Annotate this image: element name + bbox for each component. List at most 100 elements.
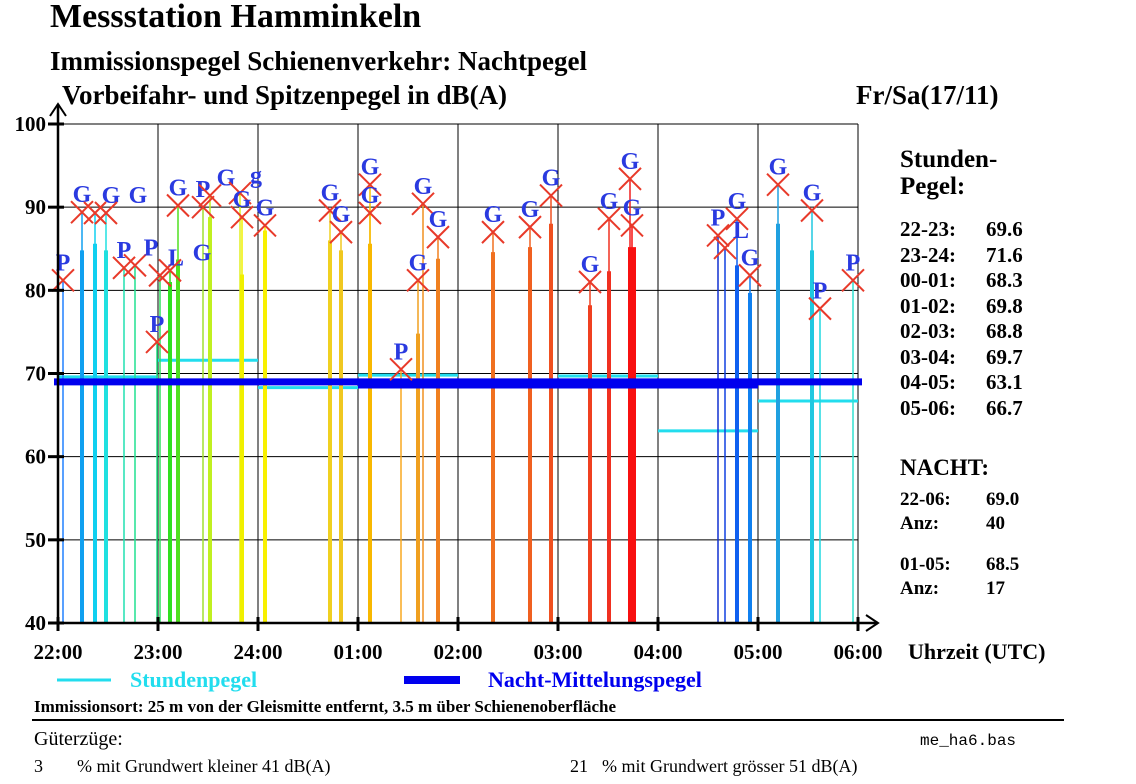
hour-level-row: 02-03: 68.8: [900, 319, 1023, 343]
core-count: Anz: 17: [900, 578, 1005, 599]
nacht-value: 22-06: 69.0: [900, 489, 1020, 510]
y-tick-label: 70: [25, 362, 46, 386]
event-type-label: G: [600, 189, 619, 215]
event-type-label: G: [233, 187, 252, 213]
hour-level-row: 23-24: 71.6: [900, 242, 1023, 267]
event-peak-marker: [426, 225, 450, 249]
hour-level-row: 01-02: 69.8: [900, 293, 1023, 318]
event-type-label: P: [394, 339, 409, 365]
event-peak-marker: [123, 253, 147, 278]
event-type-label: g: [250, 163, 262, 189]
event-type-label: G: [129, 183, 148, 209]
x-tick-label: 03:00: [534, 640, 583, 664]
event-peak-marker: [228, 181, 252, 205]
y-axis-arrow: [49, 102, 67, 117]
x-tick-label: 23:00: [134, 640, 183, 664]
hour-level-row: 05-06: 66.7: [900, 395, 1023, 420]
event-peak-marker: [618, 167, 642, 191]
event-peak-marker: [145, 330, 169, 354]
event-peak-marker: [841, 268, 865, 293]
event-type-label: G: [361, 155, 380, 181]
event-type-label: G: [414, 174, 433, 200]
event-type-label: L: [733, 218, 749, 244]
event-peak-marker: [738, 263, 762, 288]
y-tick-label: 60: [25, 445, 46, 469]
event-peak-marker: [191, 195, 215, 219]
freight-label: Güterzüge:: [34, 728, 123, 750]
event-peak-marker: [253, 213, 277, 238]
event-type-label: G: [409, 250, 428, 276]
side-heading: Stunden- Pegel:: [900, 146, 998, 200]
x-tick-label: 22:00: [34, 640, 83, 664]
event-type-label: G: [728, 189, 747, 215]
event-peak-marker: [406, 268, 430, 293]
legend-label-night: Nacht-Mittelungspegel: [488, 667, 702, 692]
x-tick-label: 06:00: [834, 640, 883, 664]
event-type-label: G: [769, 155, 788, 181]
date-label: Fr/Sa(17/11): [856, 80, 999, 110]
y-tick-label: 50: [25, 528, 46, 552]
event-type-label: G: [581, 252, 600, 278]
hour-level-row: 03-04: 69.7: [900, 344, 1023, 369]
event-peak-marker: [83, 201, 107, 225]
hour-level-row: 22-23: 69.6: [900, 217, 1023, 241]
y-tick-label: 80: [25, 278, 46, 302]
chart-subtitle: Immissionspegel Schienenverkehr: Nachtpe…: [50, 46, 587, 76]
station-title: Messstation Hamminkeln: [50, 0, 422, 35]
event-peak-marker: [725, 207, 749, 231]
nacht-heading: NACHT:: [900, 455, 990, 480]
event-type-label: G: [521, 197, 540, 223]
legend-label-hourly: Stundenpegel: [130, 667, 257, 692]
y-tick-label: 40: [25, 611, 46, 635]
event-peak-marker: [158, 258, 182, 283]
event-peak-marker: [230, 205, 254, 229]
x-tick-label: 24:00: [234, 640, 283, 664]
event-type-label: P: [196, 177, 211, 203]
nacht-count: Anz: 40: [900, 513, 1005, 534]
event-peak-marker: [578, 270, 602, 294]
event-type-label: P: [56, 250, 71, 276]
event-type-label: G: [256, 195, 275, 221]
hour-level-row: 04-05: 63.1: [900, 370, 1023, 394]
event-type-label: P: [711, 205, 726, 231]
event-type-label: G: [803, 180, 822, 206]
x-tick-label: 02:00: [434, 640, 483, 664]
divider: [32, 719, 1064, 721]
event-peak-marker: [389, 357, 413, 382]
event-type-label: G: [193, 240, 212, 266]
event-peak-marker: [329, 220, 353, 244]
hour-level-row: 00-01: 68.3: [900, 268, 1023, 292]
event-peak-marker: [766, 173, 790, 197]
event-peak-marker: [518, 215, 542, 239]
event-type-label: G: [542, 166, 561, 192]
event-type-label: G: [332, 202, 351, 228]
event-type-label: G: [741, 245, 760, 271]
event-peak-marker: [198, 183, 222, 208]
event-peak-marker: [318, 198, 342, 223]
event-peak-marker: [539, 183, 563, 208]
event-type-label: P: [144, 235, 159, 261]
event-type-label: G: [321, 180, 340, 206]
event-type-label: P: [813, 279, 828, 305]
x-tick-label: 05:00: [734, 640, 783, 664]
event-type-label: G: [621, 149, 640, 175]
event-peak-marker: [808, 296, 832, 321]
event-type-label: G: [73, 182, 92, 208]
event-type-label: L: [168, 245, 184, 271]
event-peak-marker: [706, 223, 730, 248]
pct-low: 3% mit Grundwert kleiner 41 dB(A): [34, 756, 331, 776]
event-type-label: G: [169, 176, 188, 202]
x-axis-label: Uhrzeit (UTC): [908, 639, 1045, 664]
event-peak-marker: [800, 198, 824, 223]
event-type-label: P: [846, 250, 861, 276]
event-type-label: G: [102, 183, 121, 209]
event-peak-marker: [713, 236, 737, 260]
pct-high: 21% mit Grundwert grösser 51 dB(A): [570, 756, 858, 776]
event-type-label: G: [361, 183, 380, 209]
event-peak-marker: [597, 207, 621, 231]
chart-subtitle-2: Vorbeifahr- und Spitzenpegel in dB(A): [62, 80, 508, 110]
event-peak-marker: [358, 201, 382, 225]
event-peak-marker: [166, 193, 190, 218]
x-tick-label: 04:00: [634, 640, 683, 664]
